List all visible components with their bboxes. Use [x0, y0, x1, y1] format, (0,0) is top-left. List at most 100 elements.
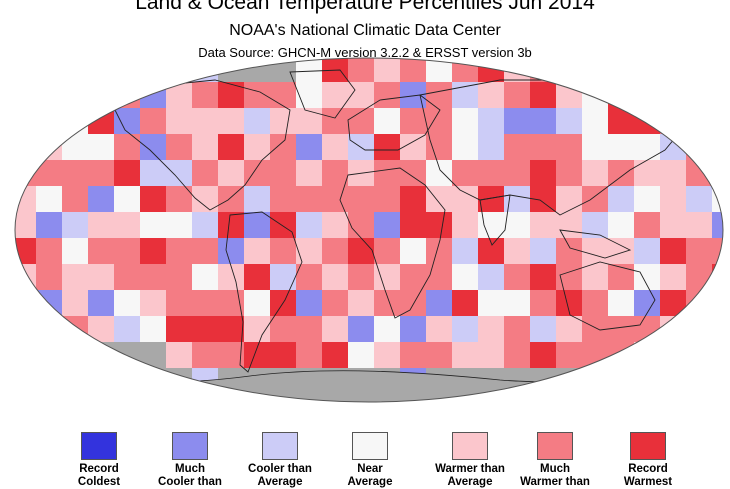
grid-cell — [322, 134, 348, 160]
grid-cell — [114, 108, 140, 134]
grid-cell — [15, 394, 36, 402]
grid-cell — [140, 108, 166, 134]
grid-cell — [270, 264, 296, 290]
grid-cell — [556, 212, 582, 238]
continent-outline — [479, 194, 511, 246]
grid-cell — [166, 264, 192, 290]
grid-cell — [452, 108, 478, 134]
grid-cell — [244, 212, 270, 238]
legend-label-cooler: Cooler than Average — [248, 463, 312, 488]
grid-cell — [504, 238, 530, 264]
grid-cell — [530, 160, 556, 186]
grid-cell — [114, 238, 140, 264]
grid-cell — [192, 212, 218, 238]
grid-cell — [322, 342, 348, 368]
grid-cell — [452, 238, 478, 264]
grid-cell — [15, 264, 36, 290]
grid-cell — [634, 290, 660, 316]
grid-cell — [192, 264, 218, 290]
grid-cell — [140, 186, 166, 212]
grid-cell — [62, 160, 88, 186]
grid-cell — [114, 316, 140, 342]
globe-outline — [14, 57, 724, 403]
grid-cell — [88, 316, 114, 342]
grid-cell — [582, 316, 608, 342]
grid-cell — [62, 186, 88, 212]
grid-cell — [36, 186, 62, 212]
legend-swatch-record-warmest — [630, 432, 666, 460]
grid-cell — [114, 186, 140, 212]
grid-cell — [270, 212, 296, 238]
grid-cell — [530, 264, 556, 290]
grid-cell — [166, 316, 192, 342]
grid-cell — [88, 368, 114, 394]
grid-cell — [530, 134, 556, 160]
grid-cell — [270, 186, 296, 212]
map-subtitle: NOAA's National Climatic Data Center — [229, 22, 501, 39]
grid-cell — [582, 108, 608, 134]
grid-cell — [348, 238, 374, 264]
grid-cell — [608, 108, 634, 134]
grid-cell — [634, 238, 660, 264]
grid-cell — [504, 316, 530, 342]
grid-cell — [374, 316, 400, 342]
legend-label-record-warmest: Record Warmest — [623, 463, 673, 488]
grid-cell — [244, 394, 270, 402]
grid-cell — [218, 394, 244, 402]
grid-cell — [15, 316, 36, 342]
grid-cell — [36, 368, 62, 394]
legend-label-record-coldest: Record Coldest — [77, 463, 121, 488]
grid-cell — [88, 238, 114, 264]
grid-cell — [218, 264, 244, 290]
grid-cell — [15, 186, 36, 212]
grid-cell — [686, 108, 712, 134]
grid-cell — [114, 212, 140, 238]
antarctica — [15, 370, 723, 402]
legend-label-near: Near Average — [347, 463, 393, 488]
grid-cell — [88, 342, 114, 368]
grid-cell — [36, 316, 62, 342]
grid-cell — [478, 264, 504, 290]
legend-item-record-warmest: Record Warmest — [598, 430, 698, 489]
grid-cell — [218, 134, 244, 160]
grid-cell — [504, 134, 530, 160]
grid-cell — [322, 264, 348, 290]
grid-cell — [400, 108, 426, 134]
grid-cell — [634, 342, 660, 368]
grid-cell — [556, 342, 582, 368]
grid-cell — [556, 134, 582, 160]
grid-cell — [556, 82, 582, 108]
grid-cell — [712, 368, 723, 394]
grid-cell — [15, 134, 36, 160]
grid-cell — [608, 316, 634, 342]
grid-cell — [218, 82, 244, 108]
grid-cell — [192, 108, 218, 134]
grid-cell — [348, 342, 374, 368]
grid-cell — [686, 316, 712, 342]
grid-cell — [608, 290, 634, 316]
grid-cell — [348, 212, 374, 238]
grid-cell — [686, 82, 712, 108]
grid-cell — [296, 58, 322, 82]
grid-cell — [608, 394, 634, 402]
grid-cell — [660, 108, 686, 134]
grid-cell — [660, 186, 686, 212]
grid-cell — [660, 238, 686, 264]
grid-cell — [426, 82, 452, 108]
grid-cell — [15, 342, 36, 368]
continent-outline — [225, 211, 303, 373]
grid-cell — [530, 290, 556, 316]
grid-cell — [660, 290, 686, 316]
grid-cell — [62, 82, 88, 108]
grid-cell — [218, 186, 244, 212]
grid-cell — [270, 108, 296, 134]
grid-cell — [400, 58, 426, 82]
legend-swatch-much-cooler — [172, 432, 208, 460]
grid-cell — [504, 264, 530, 290]
percentile-map — [14, 57, 724, 403]
grid-cell — [166, 108, 192, 134]
grid-cell — [270, 160, 296, 186]
grid-cell — [660, 212, 686, 238]
grid-cell — [608, 212, 634, 238]
legend-item-much-cooler: Much Cooler than — [140, 430, 240, 489]
